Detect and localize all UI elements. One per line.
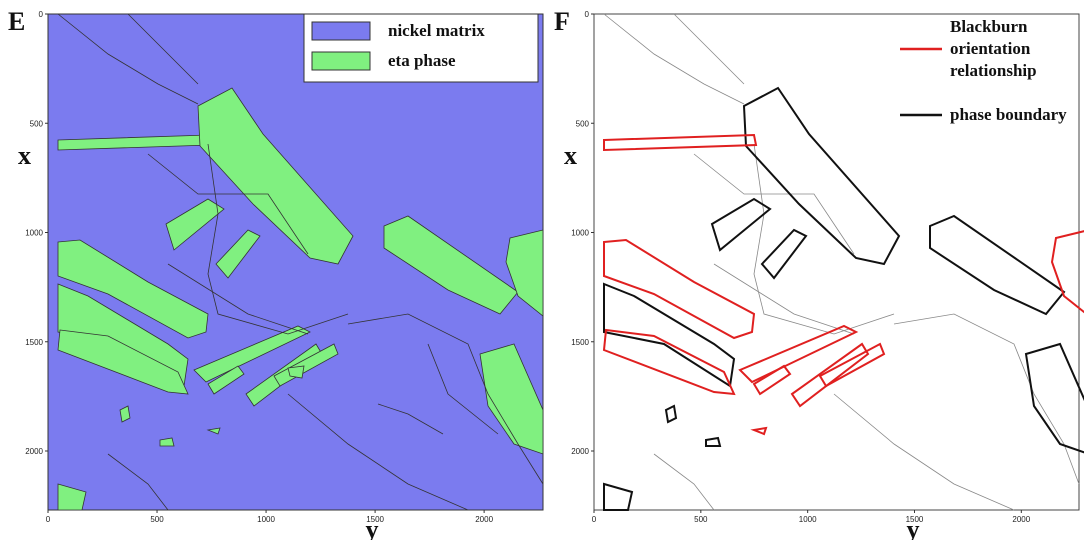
legend-label: eta phase xyxy=(388,50,456,72)
x-tick-label: 1000 xyxy=(799,515,817,524)
x-tick-label: 500 xyxy=(694,515,708,524)
x-tick-label: 1000 xyxy=(257,515,275,524)
legend-swatch xyxy=(312,22,370,40)
panel-e-map xyxy=(48,14,543,510)
x-tick-label: 0 xyxy=(46,515,51,524)
y-tick-label: 500 xyxy=(576,119,590,128)
x-axis-label: y xyxy=(366,515,379,540)
legend-label: Blackburn orientation relationship xyxy=(950,16,1080,82)
panel-f-map xyxy=(594,14,1084,510)
x-axis-label: y xyxy=(907,515,920,540)
y-tick-label: 1500 xyxy=(571,338,589,347)
panel-label: E xyxy=(8,7,25,36)
x-tick-label: 500 xyxy=(150,515,164,524)
legend-label: phase boundary xyxy=(950,104,1080,126)
y-axis-label: x xyxy=(18,141,31,170)
y-tick-label: 2000 xyxy=(25,447,43,456)
y-axis-label: x xyxy=(564,141,577,170)
legend-swatch xyxy=(312,52,370,70)
x-tick-label: 0 xyxy=(592,515,597,524)
page: {"panels": [ {"label": "E", "x_axis_labe… xyxy=(0,0,1084,540)
x-tick-label: 2000 xyxy=(475,515,493,524)
y-tick-label: 0 xyxy=(585,10,590,19)
x-tick-label: 2000 xyxy=(1012,515,1030,524)
panel-label: F xyxy=(554,7,570,36)
legend-label: nickel matrix xyxy=(388,20,485,42)
y-tick-label: 1000 xyxy=(571,229,589,238)
y-tick-label: 0 xyxy=(39,10,44,19)
y-tick-label: 500 xyxy=(30,119,44,128)
frame xyxy=(594,14,1079,510)
y-tick-label: 2000 xyxy=(571,447,589,456)
y-tick-label: 1000 xyxy=(25,229,43,238)
figure: 0 500 1000 1500 2000 0 500 1000 1500 2000 Ex y 0 500 1… xyxy=(0,0,1084,540)
y-tick-label: 1500 xyxy=(25,338,43,347)
